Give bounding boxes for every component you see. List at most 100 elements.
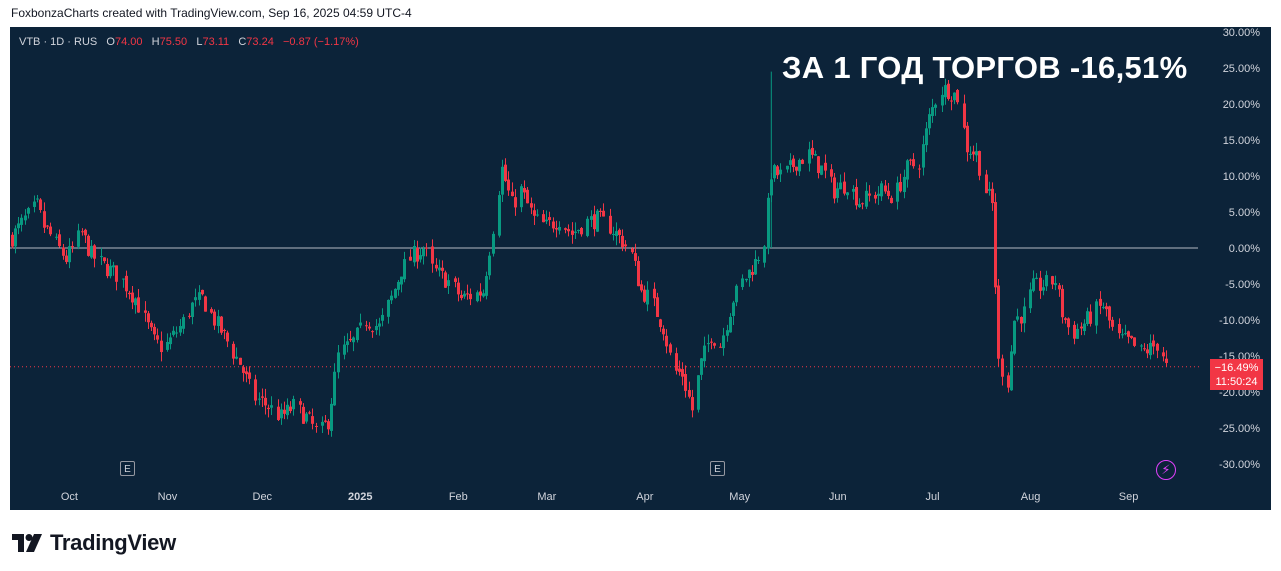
ohlc-legend: VTB · 1D · RUS O74.00 H75.50 L73.11 C73.… <box>19 36 359 48</box>
candle-up <box>707 343 710 345</box>
candle-up <box>735 285 738 303</box>
candle-down <box>795 166 798 171</box>
earnings-event-label: E <box>714 464 721 475</box>
candle-up <box>1045 275 1048 287</box>
candle-up <box>292 398 295 410</box>
candle-down <box>602 210 605 217</box>
candle-up <box>865 190 868 207</box>
candle-down <box>1020 316 1023 324</box>
candle-up <box>1102 307 1105 309</box>
candle-down <box>204 296 207 312</box>
candle-up <box>20 217 23 225</box>
candle-down <box>1130 335 1133 338</box>
candle-down <box>533 210 536 216</box>
candle-up <box>520 186 523 208</box>
candle-down <box>899 181 902 192</box>
candle-down <box>514 197 517 208</box>
candle-up <box>700 358 703 375</box>
candle-up <box>577 229 580 231</box>
candle-down <box>65 255 68 262</box>
candle-down <box>1073 324 1076 339</box>
candle-down <box>817 156 820 174</box>
candle-up <box>343 344 346 355</box>
flash-icon[interactable]: ⚡ <box>1156 460 1176 480</box>
candle-up <box>305 413 308 422</box>
candle-down <box>11 234 14 247</box>
x-axis-tick-label: Jun <box>829 491 847 503</box>
candle-down <box>751 271 754 275</box>
candle-down <box>81 231 84 233</box>
candle-up <box>880 183 883 197</box>
candle-down <box>665 335 668 347</box>
candle-down <box>861 203 864 205</box>
tradingview-logo[interactable]: TradingView <box>12 530 176 556</box>
candle-down <box>1089 311 1092 324</box>
y-axis-tick-label: 5.00% <box>1229 207 1260 219</box>
candle-up <box>745 278 748 281</box>
candle-down <box>564 228 567 230</box>
candle-up <box>194 297 197 301</box>
candle-down <box>71 246 74 248</box>
candle-down <box>609 215 612 234</box>
x-axis-tick-label: Sep <box>1119 491 1139 503</box>
candle-up <box>1035 277 1038 279</box>
x-axis-tick-label: Mar <box>537 491 556 503</box>
chart-panel[interactable]: 30.00% 25.00% 20.00% 15.00% 10.00% 5.00% 0.00%… <box>10 27 1271 510</box>
candle-up <box>814 153 817 156</box>
candle-down <box>874 195 877 199</box>
candle-down <box>1146 349 1149 354</box>
candle-up <box>198 292 201 300</box>
candle-down <box>1105 306 1108 310</box>
chart-headline: ЗА 1 ГОД ТОРГОВ -16,51% <box>782 50 1188 85</box>
candle-up <box>1076 328 1079 339</box>
y-axis-tick-label: -10.00% <box>1219 315 1260 327</box>
earnings-event-icon[interactable]: E <box>710 461 725 476</box>
candle-down <box>675 353 678 371</box>
candle-up <box>558 226 561 231</box>
candlestick-chart[interactable]: 30.00% 25.00% 20.00% 15.00% 10.00% 5.00% 0.00%… <box>10 27 1271 510</box>
close-label: C <box>238 36 247 48</box>
candle-down <box>1064 318 1067 320</box>
candle-up <box>346 341 349 345</box>
close-value: 73.24 <box>246 36 274 48</box>
candle-up <box>906 160 909 180</box>
candle-up <box>757 259 760 261</box>
candle-down <box>58 234 61 247</box>
candle-down <box>659 319 662 328</box>
candle-up <box>903 176 906 193</box>
candle-up <box>169 337 172 345</box>
candle-down <box>656 297 659 318</box>
candle-up <box>1032 278 1035 291</box>
candle-up <box>934 104 937 108</box>
candle-down <box>994 202 997 288</box>
candle-down <box>315 425 318 427</box>
candle-down <box>1099 298 1102 306</box>
high-label: H <box>151 36 160 48</box>
candle-down <box>1152 340 1155 347</box>
candle-down <box>368 326 371 329</box>
candle-up <box>397 281 400 290</box>
candle-down <box>311 416 314 424</box>
candle-down <box>245 371 248 375</box>
earnings-event-label: E <box>124 464 131 475</box>
candle-down <box>210 309 213 313</box>
candle-down <box>308 412 311 414</box>
candle-up <box>763 246 766 263</box>
candle-down <box>365 325 368 327</box>
candle-down <box>530 203 533 208</box>
candle-down <box>242 367 245 373</box>
candle-up <box>953 92 956 101</box>
candle-up <box>485 276 488 296</box>
y-axis-tick-label: 25.00% <box>1223 63 1261 75</box>
y-axis-tick-label: 15.00% <box>1223 135 1261 147</box>
candle-up <box>586 218 589 236</box>
candle-down <box>128 292 131 295</box>
candle-down <box>523 188 526 193</box>
candle-up <box>182 317 185 329</box>
candle-down <box>289 406 292 412</box>
symbol-label[interactable]: VTB · 1D · RUS <box>19 36 98 48</box>
candle-down <box>719 346 722 348</box>
candle-up <box>482 293 485 297</box>
earnings-event-icon[interactable]: E <box>120 461 135 476</box>
candle-down <box>416 247 419 262</box>
